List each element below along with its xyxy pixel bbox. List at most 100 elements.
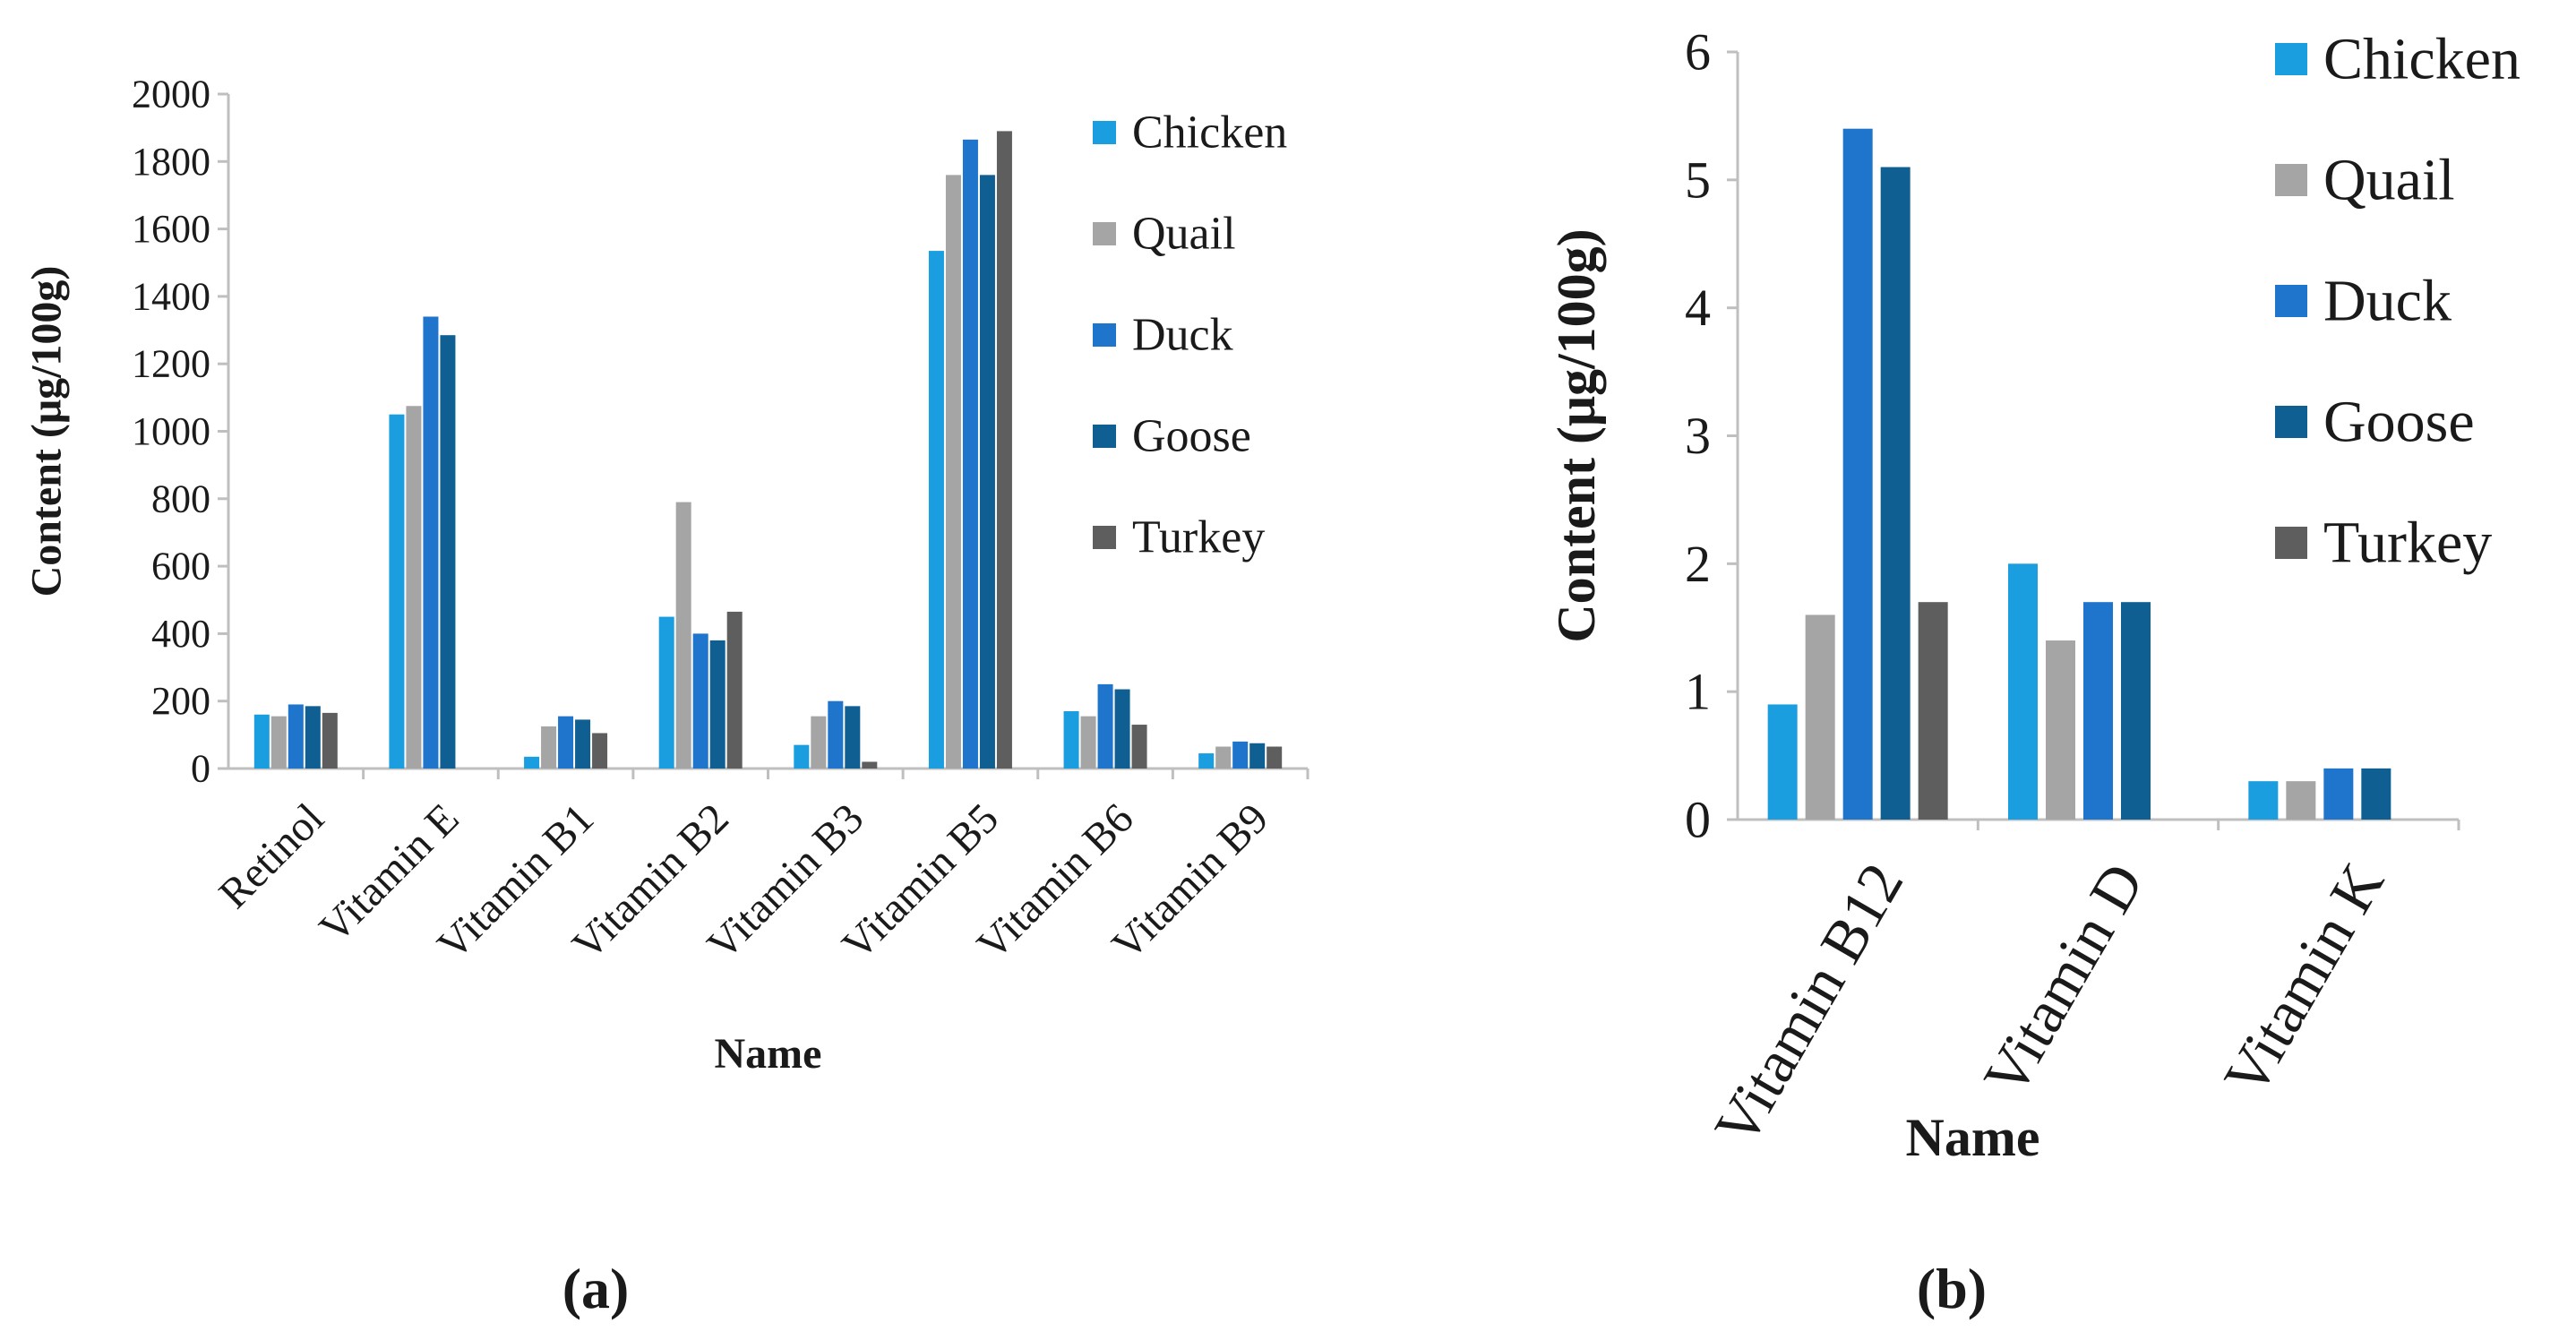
bar-chicken [524,756,540,769]
bar-goose [709,640,726,769]
legend-swatch-quail [2275,164,2307,196]
bar-turkey [996,131,1012,769]
bar-turkey [1918,602,1948,820]
bar-duck [692,633,708,769]
bar-duck [2083,602,2113,820]
legend-swatch-chicken [1093,121,1116,144]
bar-quail [945,175,961,769]
bar-goose [979,175,995,769]
legend-label: Chicken [1132,107,1287,159]
y-tick-label: 800 [151,477,210,520]
category-label: Retinol [210,795,332,917]
legend-label: Chicken [2323,27,2520,92]
chart-b: 0 1 2 3 4 5 6 Vitamin B12 Vitamin D Vitamin K Co… [1547,23,2520,1321]
bar-duck [1842,128,1873,820]
bar-duck [423,316,439,769]
legend-label: Duck [2323,269,2451,334]
legend-swatch-goose [1093,425,1116,448]
y-tick-label: 1 [1685,663,1711,721]
legend-label: Turkey [2323,511,2492,576]
legend-label: Goose [2323,390,2475,455]
legend: Chicken Quail Duck Goose Turkey [1093,107,1287,563]
y-axis-title: Content (μg/100g) [23,266,71,597]
legend-label: Quail [2323,148,2455,213]
legend-label: Goose [1132,411,1251,462]
x-axis-title: Name [715,1030,822,1078]
y-tick-label: 3 [1685,407,1711,465]
bar-chicken [658,616,674,769]
bar-quail [406,406,422,769]
bar-duck [2323,768,2354,820]
y-tick-label: 1600 [132,207,210,251]
bar-quail [675,502,691,769]
bar-goose [845,706,861,769]
y-tick-label: 200 [151,679,210,723]
bar-turkey [592,733,608,769]
legend-swatch-duck [2275,285,2307,317]
y-axis-title: Content (μg/100g) [1547,228,1606,642]
legend-label: Quail [1132,209,1236,260]
bar-chicken [794,744,810,769]
y-tick-label: 0 [191,747,210,791]
legend-label: Duck [1132,310,1233,361]
bar-duck [962,139,978,769]
bar-quail [1080,716,1096,769]
bar-quail [2046,640,2075,820]
y-tick-label: 1200 [132,342,210,386]
bar-chicken [2248,781,2279,820]
bar-quail [811,716,827,769]
bar-duck [558,716,574,769]
category-label: Vitamin B12 [1701,852,1916,1156]
bar-duck [828,700,844,769]
bar-goose [2361,768,2391,820]
legend-swatch-turkey [1093,526,1116,549]
bar-goose [575,719,591,769]
y-tick-labels: 0 200 400 600 800 1000 1200 1400 1600 1800 2000 [132,73,228,791]
bar-chicken [1198,753,1215,769]
y-tick-label: 1000 [132,409,210,453]
legend: Chicken Quail Duck Goose Turkey [2275,27,2520,576]
x-axis-title: Name [1906,1108,2040,1167]
bar-goose [1880,167,1911,820]
bar-quail [270,716,287,769]
category-labels: Vitamin B12 Vitamin D Vitamin K [1701,820,2460,1156]
bar-chicken [1063,710,1079,769]
legend-swatch-chicken [2275,43,2307,75]
bar-duck [1232,741,1249,769]
bar-duck [1097,683,1113,769]
bar-quail [541,726,557,769]
bar-duck [288,704,304,769]
bar-turkey [862,761,878,769]
y-tick-label: 4 [1685,279,1711,337]
bar-turkey [726,611,743,769]
y-tick-labels: 0 1 2 3 4 5 6 [1685,23,1738,849]
bar-goose [305,706,321,769]
y-tick-label: 600 [151,545,210,588]
y-tick-label: 2000 [132,73,210,116]
y-tick-label: 2 [1685,535,1711,593]
y-tick-label: 400 [151,612,210,656]
category-label: Vitamin K [2211,852,2397,1107]
legend-swatch-duck [1093,323,1116,347]
bar-goose [1114,689,1130,769]
legend-swatch-goose [2275,406,2307,438]
category-label: Vitamin D [1970,852,2156,1107]
legend-label: Turkey [1132,512,1265,563]
bar-chicken [253,714,270,769]
y-tick-label: 1800 [132,140,210,184]
bar-chicken [2008,563,2038,820]
bars [253,131,1283,769]
y-tick-label: 1400 [132,274,210,318]
bar-turkey [1131,725,1147,769]
bar-turkey [1267,746,1283,769]
panel-label: (a) [562,1257,630,1320]
bar-chicken [389,414,405,769]
bar-quail [1805,614,1835,820]
bar-chicken [1767,704,1798,820]
bar-goose [2121,602,2151,820]
chart-a: 0 200 400 600 800 1000 1200 1400 1600 1800 2000 Re… [23,73,1309,1320]
legend-swatch-quail [1093,222,1116,245]
legend-swatch-turkey [2275,527,2307,559]
bar-turkey [322,712,338,769]
